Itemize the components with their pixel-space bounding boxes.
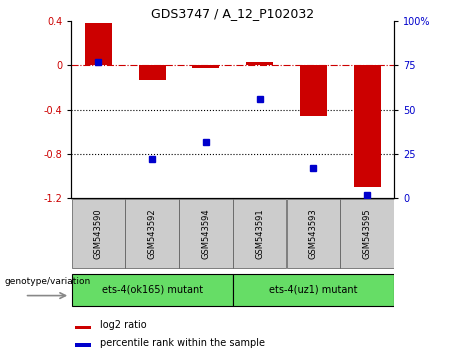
Text: GSM543593: GSM543593	[309, 208, 318, 259]
Title: GDS3747 / A_12_P102032: GDS3747 / A_12_P102032	[151, 7, 314, 20]
Text: ets-4(ok165) mutant: ets-4(ok165) mutant	[101, 285, 203, 295]
Bar	[354, 65, 381, 187]
Text: GSM543592: GSM543592	[148, 208, 157, 259]
Bar	[179, 199, 233, 268]
Bar	[341, 199, 394, 268]
Bar	[139, 65, 165, 80]
Text: GSM543591: GSM543591	[255, 208, 264, 259]
Bar	[193, 65, 219, 68]
Bar	[75, 326, 91, 329]
Text: log2 ratio: log2 ratio	[100, 320, 147, 330]
Text: GSM543594: GSM543594	[201, 208, 210, 259]
Text: ets-4(uz1) mutant: ets-4(uz1) mutant	[269, 285, 358, 295]
Bar	[300, 65, 327, 116]
Text: genotype/variation: genotype/variation	[5, 277, 91, 286]
Bar	[71, 274, 233, 306]
Text: percentile rank within the sample: percentile rank within the sample	[100, 338, 266, 348]
Bar	[75, 343, 91, 347]
Bar	[246, 62, 273, 65]
Text: GSM543595: GSM543595	[363, 208, 372, 259]
Bar	[71, 199, 125, 268]
Bar	[233, 199, 286, 268]
Bar	[233, 274, 394, 306]
Bar	[125, 199, 179, 268]
Bar	[287, 199, 340, 268]
Text: GSM543590: GSM543590	[94, 208, 103, 259]
Bar	[85, 23, 112, 65]
